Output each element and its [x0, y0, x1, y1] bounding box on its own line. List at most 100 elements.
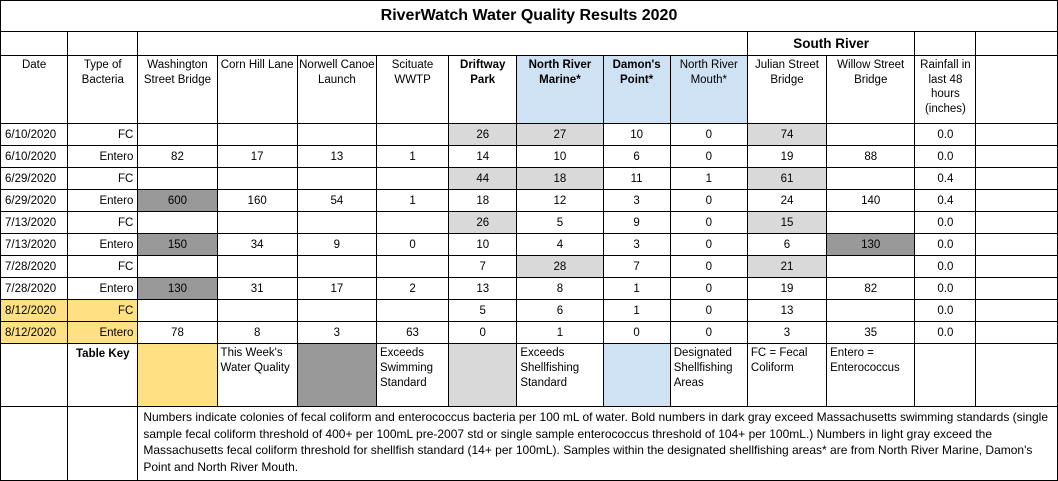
- table-cell: 13: [296, 145, 377, 168]
- table-cell: FC: [67, 167, 139, 190]
- table-cell: FC: [67, 255, 139, 278]
- table-cell: 21: [746, 255, 828, 278]
- table-cell: [826, 123, 916, 146]
- table-row: 7/28/2020 FC 7 28 7 0 21 0.0: [0, 255, 1058, 278]
- table-cell: 600: [137, 189, 218, 212]
- table-cell: [296, 255, 377, 278]
- table-cell: 24: [746, 189, 828, 212]
- table-cell: 6: [746, 233, 828, 256]
- key-swatch-swimming: [296, 343, 377, 407]
- table-cell: 35: [826, 321, 916, 344]
- table-key-row: Table Key This Week's Water Quality Exce…: [0, 343, 1058, 407]
- table-cell: 0: [669, 145, 748, 168]
- column-header-6: Driftway Park: [448, 55, 518, 124]
- column-header-row: Date Type of Bacteria Washington Street Br…: [0, 55, 1058, 124]
- table-cell: 54: [296, 189, 377, 212]
- empty-cell: [914, 31, 977, 56]
- title-row: RiverWatch Water Quality Results 2020: [0, 0, 1058, 32]
- table-cell: 10: [516, 145, 604, 168]
- column-header-8: Damon's Point*: [602, 55, 671, 124]
- table-cell: 0.0: [914, 321, 977, 344]
- table-cell: [216, 299, 298, 322]
- table-cell: [216, 255, 298, 278]
- table-cell: [975, 167, 1058, 190]
- table-cell: 63: [375, 321, 450, 344]
- table-cell: Entero: [67, 189, 139, 212]
- table-cell: 13: [746, 299, 828, 322]
- table-cell: [975, 277, 1058, 300]
- empty-cell: [67, 406, 139, 481]
- table-cell: Entero: [67, 233, 139, 256]
- table-cell: 0: [669, 255, 748, 278]
- table-cell: 61: [746, 167, 828, 190]
- table-cell: 2: [375, 277, 450, 300]
- column-header-10: Julian Street Bridge: [746, 55, 828, 124]
- table-cell: 0.0: [914, 123, 977, 146]
- table-cell: [975, 233, 1058, 256]
- table-cell: [975, 211, 1058, 234]
- table-cell: 18: [516, 167, 604, 190]
- table-cell: [975, 123, 1058, 146]
- table-cell: Entero: [67, 277, 139, 300]
- table-cell: [975, 189, 1058, 212]
- table-cell: 5: [448, 299, 518, 322]
- table-key-label: Table Key: [67, 343, 139, 407]
- key-text-designated: Designated Shellfishing Areas: [669, 343, 748, 407]
- table-row: 7/13/2020 Entero 150 34 9 0 10 4 3 0 6 130 0.0: [0, 233, 1058, 256]
- table-cell: 0.0: [914, 299, 977, 322]
- group-header-row: South River: [0, 31, 1058, 56]
- table-cell: 10: [448, 233, 518, 256]
- table-cell: 88: [826, 145, 916, 168]
- table-cell: [826, 167, 916, 190]
- table-cell: 8: [516, 277, 604, 300]
- table-cell: FC: [67, 211, 139, 234]
- table-cell: 0: [375, 233, 450, 256]
- table-cell: 3: [296, 321, 377, 344]
- table-cell: 6: [516, 299, 604, 322]
- table-cell: [296, 167, 377, 190]
- table-cell: 0.0: [914, 255, 977, 278]
- table-cell: [296, 211, 377, 234]
- table-cell: 0.4: [914, 189, 977, 212]
- table-cell: [296, 123, 377, 146]
- empty-cell: [0, 343, 69, 407]
- column-header-11: Willow Street Bridge: [826, 55, 916, 124]
- table-cell: 18: [448, 189, 518, 212]
- table-row: 7/13/2020 FC 26 5 9 0 15 0.0: [0, 211, 1058, 234]
- table-cell: [375, 299, 450, 322]
- table-cell: 1: [669, 167, 748, 190]
- table-cell: 17: [216, 145, 298, 168]
- table-cell: [826, 255, 916, 278]
- column-header-4: Norwell Canoe Launch: [296, 55, 377, 124]
- table-cell: 26: [448, 211, 518, 234]
- table-cell: 0.0: [914, 233, 977, 256]
- table-cell: [137, 211, 218, 234]
- empty-cell: [914, 343, 977, 407]
- key-text-swimming: Exceeds Swimming Standard: [375, 343, 450, 407]
- column-header-1: Type of Bacteria: [67, 55, 139, 124]
- page-title: RiverWatch Water Quality Results 2020: [0, 0, 1058, 32]
- table-cell: 0.4: [914, 167, 977, 190]
- south-river-group-header: South River: [746, 31, 916, 56]
- table-cell: 140: [826, 189, 916, 212]
- table-cell: [826, 211, 916, 234]
- table-cell: [137, 255, 218, 278]
- column-header-2: Washington Street Bridge: [137, 55, 218, 124]
- table-cell: 17: [296, 277, 377, 300]
- table-cell: 8/12/2020: [0, 321, 69, 344]
- table-cell: 7/28/2020: [0, 277, 69, 300]
- table-cell: [975, 145, 1058, 168]
- table-cell: 1: [516, 321, 604, 344]
- table-cell: 6/29/2020: [0, 189, 69, 212]
- table-cell: 15: [746, 211, 828, 234]
- table-cell: 0: [669, 123, 748, 146]
- table-cell: [296, 299, 377, 322]
- key-swatch-designated: [602, 343, 671, 407]
- key-text-shellfishing: Exceeds Shellfishing Standard: [516, 343, 604, 407]
- table-cell: 0: [602, 321, 671, 344]
- table-cell: 8/12/2020: [0, 299, 69, 322]
- table-cell: 7: [448, 255, 518, 278]
- table-cell: 6/10/2020: [0, 123, 69, 146]
- table-row: 6/10/2020 Entero 82 17 13 1 14 10 6 0 19 88 0.0: [0, 145, 1058, 168]
